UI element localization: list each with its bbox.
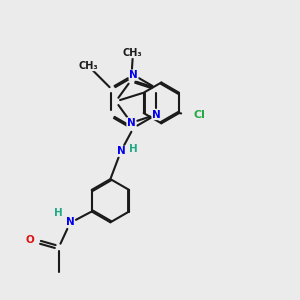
Text: Cl: Cl [193,110,205,120]
Text: N: N [127,118,136,128]
Text: N: N [129,70,138,80]
Text: N: N [152,110,161,120]
Text: N: N [66,217,74,227]
Text: O: O [26,235,34,245]
Text: H: H [54,208,62,218]
Text: CH₃: CH₃ [79,61,98,70]
Text: CH₃: CH₃ [123,48,142,58]
Text: H: H [129,144,138,154]
Text: N: N [117,146,126,156]
